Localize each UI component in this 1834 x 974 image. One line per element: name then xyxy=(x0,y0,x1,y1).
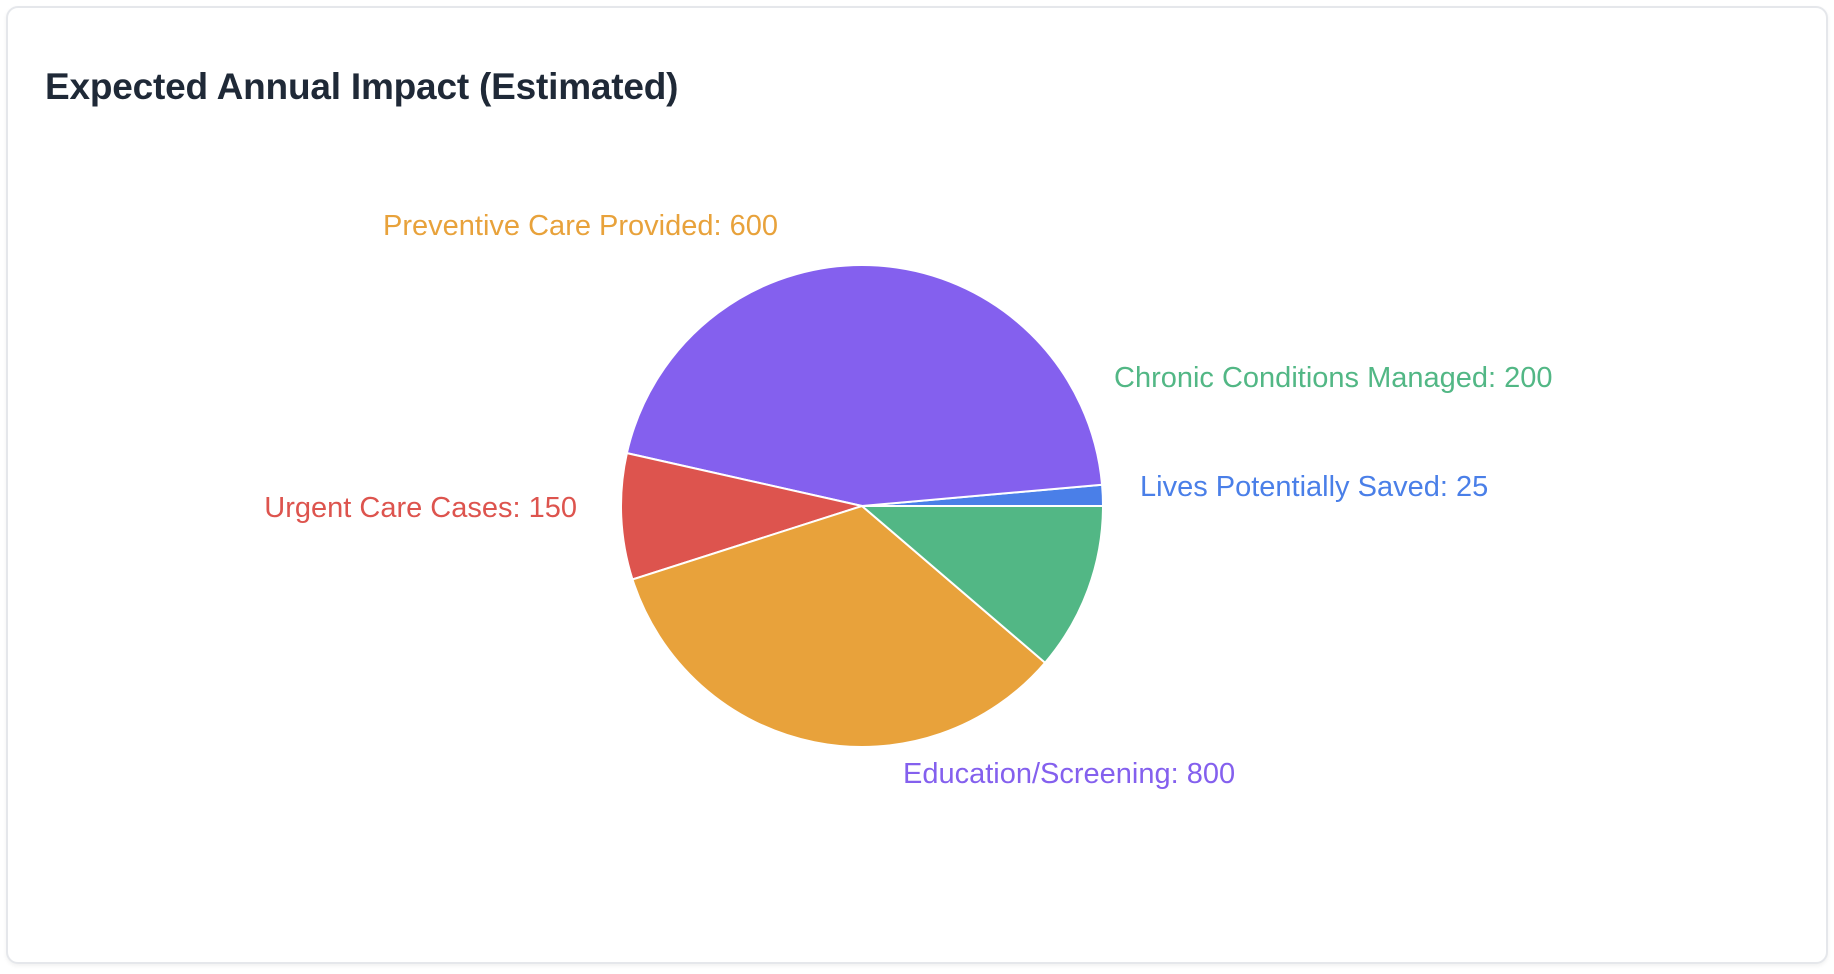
pie-slices xyxy=(620,264,1105,748)
pie-labels: Lives Potentially Saved: 25 Education/Sc… xyxy=(264,210,1552,790)
pie-slice-urgent-care-cases[interactable] xyxy=(620,452,863,581)
pie-slice-preventive-care-provided[interactable] xyxy=(631,505,1047,748)
slice-label-education-screening: Education/Screening: 800 xyxy=(903,758,1235,790)
slice-label-preventive-care-provided: Preventive Care Provided: 600 xyxy=(383,210,778,242)
slice-label-lives-potentially-saved: Lives Potentially Saved: 25 xyxy=(1140,471,1488,503)
slice-label-urgent-care-cases: Urgent Care Cases: 150 xyxy=(264,492,577,524)
pie-slice-chronic-conditions-managed[interactable] xyxy=(861,505,1104,664)
pie-slice-education-screening[interactable] xyxy=(625,264,1104,507)
chart-title: Expected Annual Impact (Estimated) xyxy=(45,66,679,107)
slice-label-chronic-conditions-managed: Chronic Conditions Managed: 200 xyxy=(1114,362,1553,394)
